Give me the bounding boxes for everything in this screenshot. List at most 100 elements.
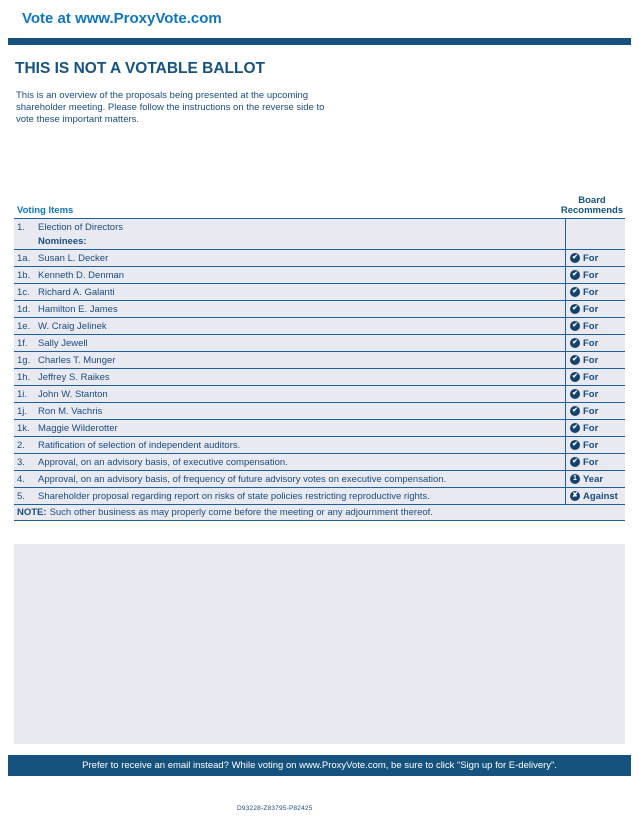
empty-shaded-area xyxy=(14,544,625,744)
item-cell: 1d. Hamilton E. James xyxy=(14,301,566,317)
for-check-icon: ✔ xyxy=(570,389,580,399)
item-cell: 2. Ratification of selection of independe… xyxy=(14,437,566,453)
for-check-icon: ✔ xyxy=(570,270,580,280)
item-cell: 1j. Ron M. Vachris xyxy=(14,403,566,419)
recommendation-label: For xyxy=(583,439,599,451)
for-check-icon: ✔ xyxy=(570,372,580,382)
recommendation-label: For xyxy=(583,337,599,349)
row-number: 1a. xyxy=(17,252,31,264)
row-text: John W. Stanton xyxy=(38,388,108,400)
row-text: Susan L. Decker xyxy=(38,252,109,264)
recommendation-cell: ✔ For xyxy=(566,318,625,334)
recommendation-cell: ✔ For xyxy=(566,369,625,385)
voting-item-row: 1a. Susan L. Decker ✔ For xyxy=(14,250,625,267)
intro-paragraph: This is an overview of the proposals bei… xyxy=(16,90,325,125)
row-number: 1b. xyxy=(17,269,31,281)
note-row: NOTE: Such other business as may properl… xyxy=(14,505,625,521)
recommendation-label: For xyxy=(583,269,599,281)
row-number: 3. xyxy=(17,456,25,468)
row-number: 1j. xyxy=(17,405,28,417)
proxyvote-url-header: Vote at www.ProxyVote.com xyxy=(22,10,222,27)
row-text: W. Craig Jelinek xyxy=(38,320,107,332)
for-check-icon: ✔ xyxy=(570,423,580,433)
document-code: D93228-Z83795-P82425 xyxy=(237,805,313,812)
recommendation-label: For xyxy=(583,456,599,468)
recommendation-label: For xyxy=(583,303,599,315)
for-check-icon: ✔ xyxy=(570,253,580,263)
voting-item-row: 1c. Richard A. Galanti ✔ For xyxy=(14,284,625,301)
recommendation-cell: ✔ For xyxy=(566,454,625,470)
recommendation-cell: 1 Year xyxy=(566,471,625,487)
recommendation-label: For xyxy=(583,252,599,264)
board-recommends-line1: Board xyxy=(578,195,606,206)
voting-items-table: Voting Items Board Recommends 1. Electio… xyxy=(14,194,625,521)
row-number: 1h. xyxy=(17,371,31,383)
row-text: Shareholder proposal regarding report on… xyxy=(38,490,430,502)
voting-item-row: 3. Approval, on an advisory basis, of exe… xyxy=(14,454,625,471)
row-text: Kenneth D. Denman xyxy=(38,269,125,281)
row-number: 1k. xyxy=(17,422,30,434)
row-text: Approval, on an advisory basis, of execu… xyxy=(38,456,288,468)
recommendation-cell: ✘ Against xyxy=(566,488,625,504)
item-cell: 1e. W. Craig Jelinek xyxy=(14,318,566,334)
item-cell: 1i. John W. Stanton xyxy=(14,386,566,402)
recommendation-label: Against xyxy=(583,490,618,502)
row-number: 2. xyxy=(17,439,25,451)
for-check-icon: ✔ xyxy=(570,440,580,450)
item-cell: 4. Approval, on an advisory basis, of fre… xyxy=(14,471,566,487)
item-cell: 1a. Susan L. Decker xyxy=(14,250,566,266)
item-cell: 3. Approval, on an advisory basis, of exe… xyxy=(14,454,566,470)
item-cell: 1h. Jeffrey S. Raikes xyxy=(14,369,566,385)
row-number: 5. xyxy=(17,490,25,502)
row-text: Ron M. Vachris xyxy=(38,405,103,417)
voting-item-row: 1h. Jeffrey S. Raikes ✔ For xyxy=(14,369,625,386)
item-cell: 1. Election of Directors Nominees: xyxy=(14,219,566,249)
note-text: Such other business as may properly come… xyxy=(49,507,433,518)
item-cell: 1c. Richard A. Galanti xyxy=(14,284,566,300)
recommendation-label: Year xyxy=(583,473,604,485)
row-number: 1c. xyxy=(17,286,30,298)
recommendation-cell: ✔ For xyxy=(566,250,625,266)
edelivery-banner: Prefer to receive an email instead? Whil… xyxy=(8,755,631,776)
row-text: Jeffrey S. Raikes xyxy=(38,371,110,383)
table-header: Voting Items Board Recommends xyxy=(14,194,625,218)
voting-item-row: 5. Shareholder proposal regarding report … xyxy=(14,488,625,505)
for-check-icon: ✔ xyxy=(570,321,580,331)
recommendation-label: For xyxy=(583,354,599,366)
item-cell: 1b. Kenneth D. Denman xyxy=(14,267,566,283)
recommendation-cell: ✔ For xyxy=(566,352,625,368)
against-x-icon: ✘ xyxy=(570,491,580,501)
item-cell: 1k. Maggie Wilderotter xyxy=(14,420,566,436)
recommendation-cell: ✔ For xyxy=(566,267,625,283)
note-label: NOTE: xyxy=(17,507,47,518)
voting-item-row: 1j. Ron M. Vachris ✔ For xyxy=(14,403,625,420)
table-body: 1. Election of Directors Nominees: 1a. Su… xyxy=(14,218,625,521)
for-check-icon: ✔ xyxy=(570,304,580,314)
row-number: 1d. xyxy=(17,303,31,315)
recommendation-label: For xyxy=(583,371,599,383)
recommendation-cell: ✔ For xyxy=(566,335,625,351)
row-text: Maggie Wilderotter xyxy=(38,422,118,434)
for-check-icon: ✔ xyxy=(570,457,580,467)
row-number: 1i. xyxy=(17,388,28,400)
row-text: Charles T. Munger xyxy=(38,354,116,366)
recommendation-label: For xyxy=(583,405,599,417)
page-title: THIS IS NOT A VOTABLE BALLOT xyxy=(15,60,265,77)
voting-item-row: 1e. W. Craig Jelinek ✔ For xyxy=(14,318,625,335)
voting-item-row: 1b. Kenneth D. Denman ✔ For xyxy=(14,267,625,284)
voting-item-row: 1g. Charles T. Munger ✔ For xyxy=(14,352,625,369)
for-check-icon: ✔ xyxy=(570,406,580,416)
recommendation-cell: ✔ For xyxy=(566,284,625,300)
row-number: 4. xyxy=(17,473,25,485)
voting-item-row: 1i. John W. Stanton ✔ For xyxy=(14,386,625,403)
voting-item-row: 1k. Maggie Wilderotter ✔ For xyxy=(14,420,625,437)
row-text: Sally Jewell xyxy=(38,337,88,349)
item-cell: 1f. Sally Jewell xyxy=(14,335,566,351)
one-year-icon: 1 xyxy=(570,474,580,484)
board-recommends-line2: Recommends xyxy=(560,205,624,216)
row-text: Ratification of selection of independent… xyxy=(38,439,241,451)
recommendation-cell: ✔ For xyxy=(566,403,625,419)
recommendation-cell: ✔ For xyxy=(566,437,625,453)
recommendation-label: For xyxy=(583,286,599,298)
item-cell: 1g. Charles T. Munger xyxy=(14,352,566,368)
